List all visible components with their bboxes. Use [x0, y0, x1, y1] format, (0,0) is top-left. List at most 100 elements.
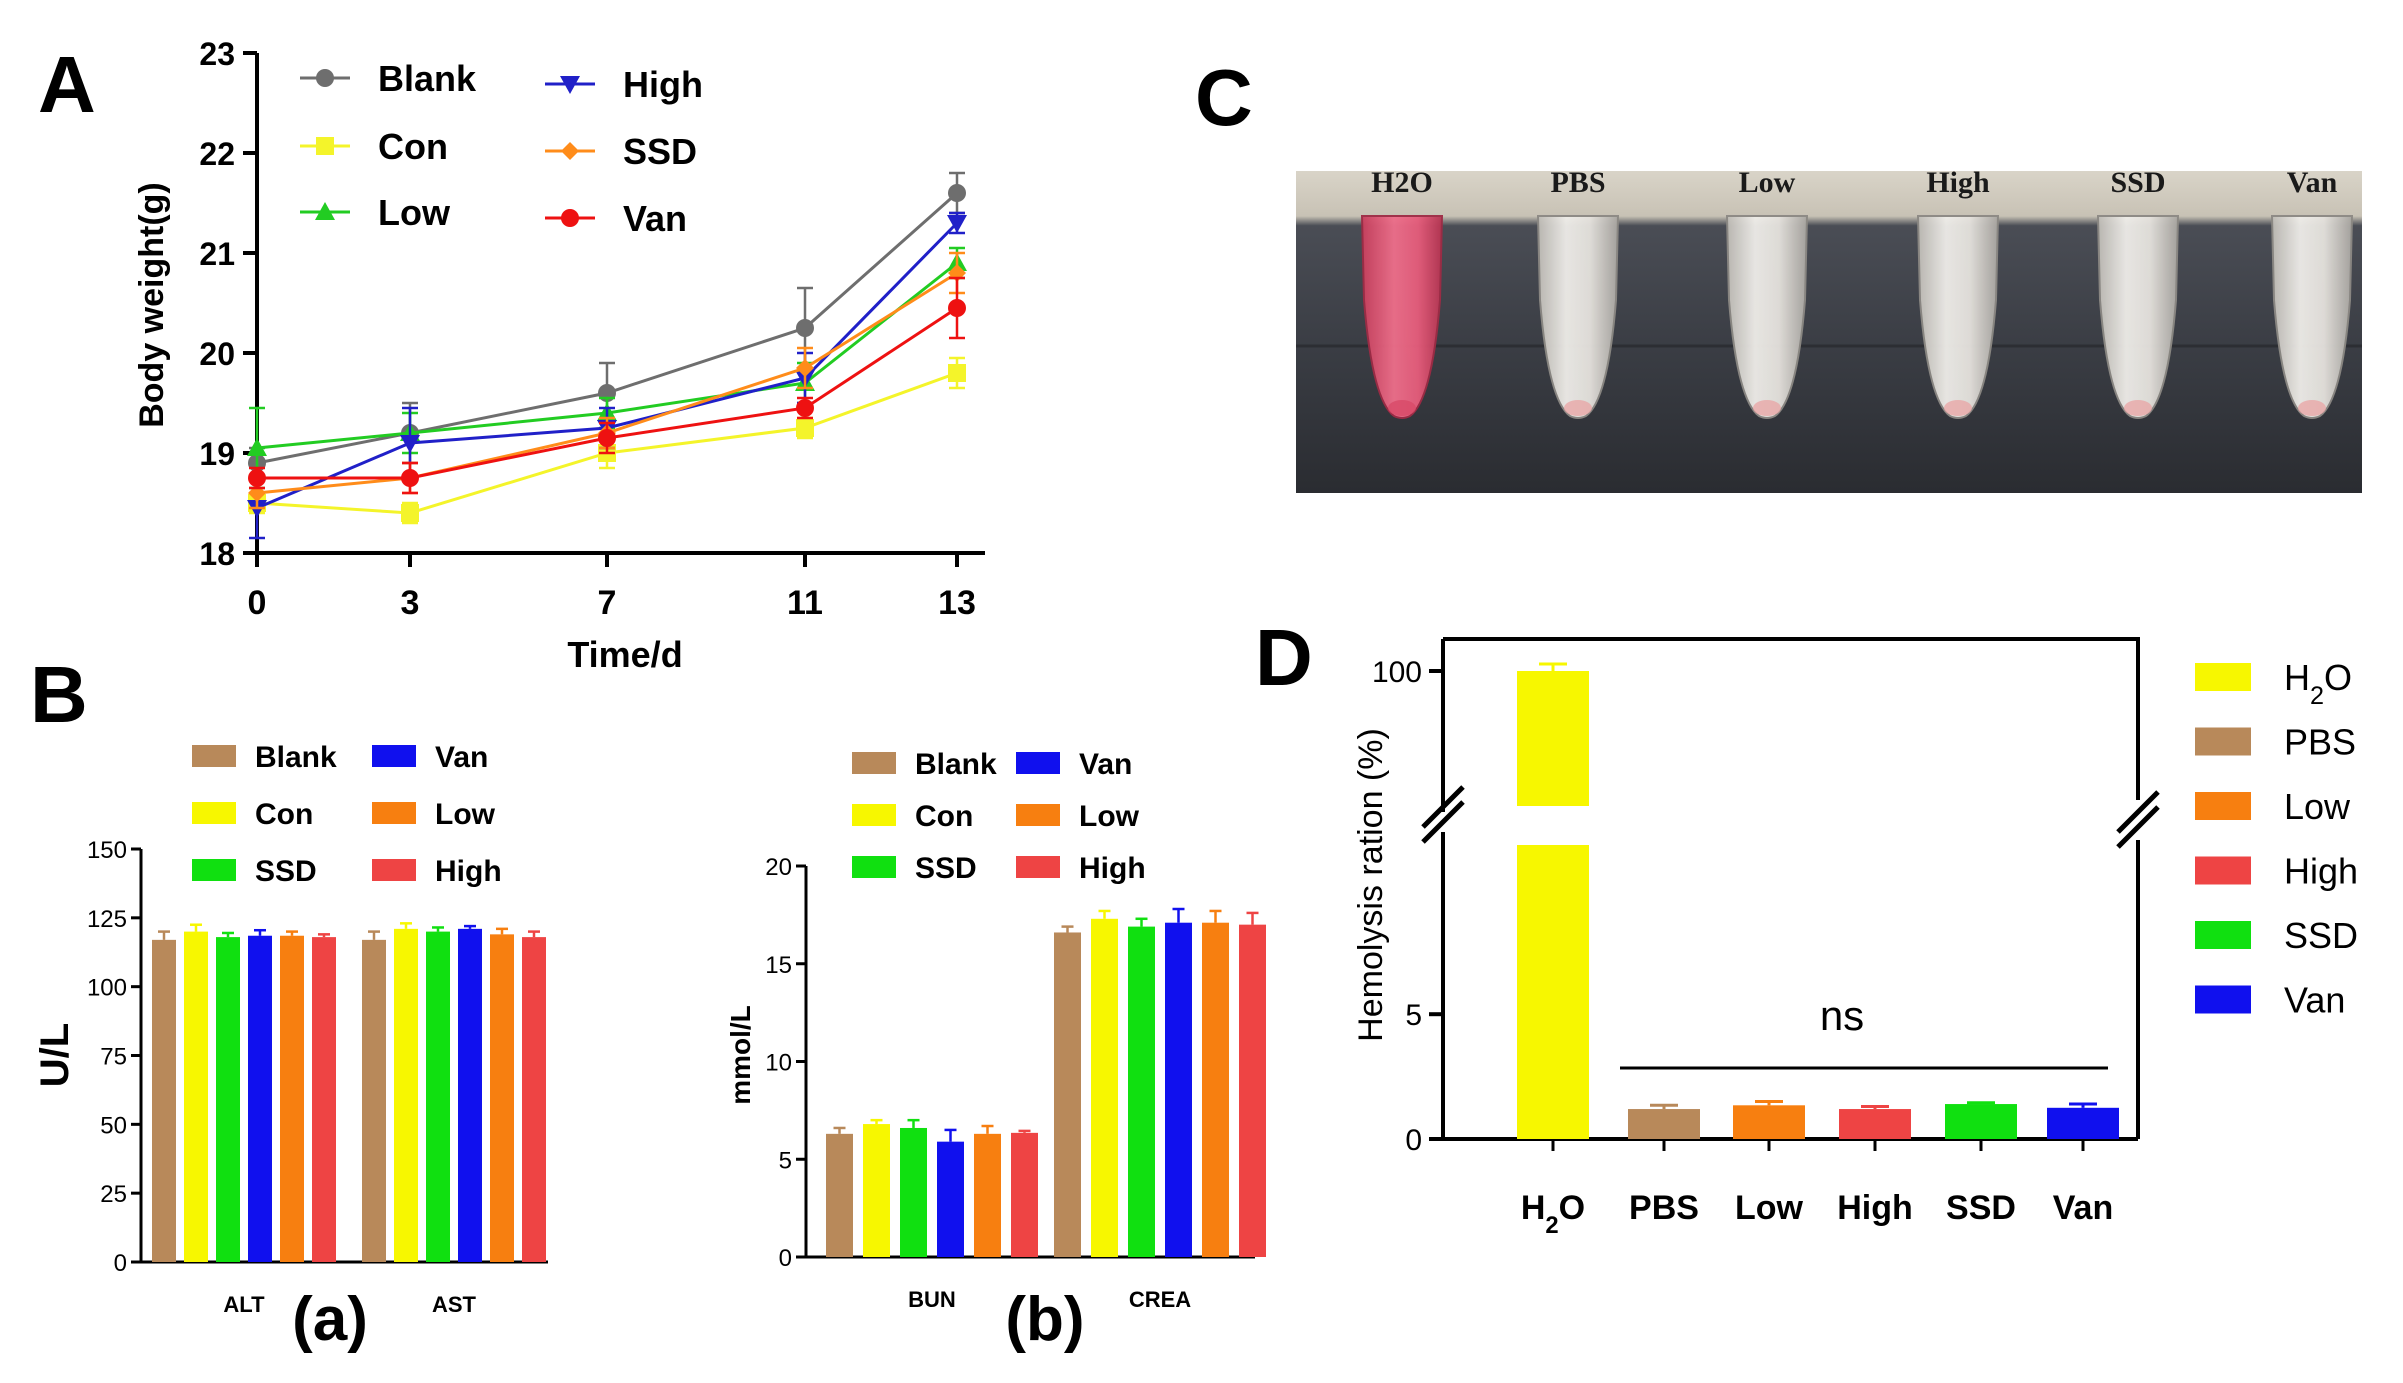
ba-y-tick-label: 75	[100, 1044, 127, 1071]
bb-bar-crea-van	[1165, 922, 1192, 1257]
a-data-point	[948, 184, 966, 202]
a-data-point	[948, 364, 966, 382]
c-tube-body	[2270, 215, 2354, 419]
ba-legend-blank: Blank	[192, 741, 337, 774]
d-legend-pbs: PBS	[2195, 722, 2356, 763]
bb-x-tick-label: CREA	[1129, 1287, 1191, 1312]
a-y-tick-label: 18	[199, 536, 235, 572]
d-legend-van: Van	[2195, 980, 2345, 1021]
a-legend-marker	[316, 69, 334, 87]
d-bar-high	[1839, 1109, 1911, 1139]
ba-bar-alt-low	[280, 935, 304, 1262]
bb-bar-bun-high	[1011, 1132, 1038, 1257]
a-legend-marker	[316, 137, 334, 155]
ba-legend-label: SSD	[255, 855, 317, 888]
d-legend-swatch	[2195, 921, 2251, 949]
bb-legend-swatch	[852, 752, 896, 774]
ba-y-tick-label: 150	[87, 837, 127, 864]
d-bar-pbs	[1628, 1109, 1700, 1139]
panel-a-line-chart: 18 19 20 21 22 23 0 3 7 11 13 Body weight(g) Time…	[133, 36, 985, 675]
ba-legend-van: Van	[372, 741, 488, 774]
a-data-point	[796, 359, 814, 377]
c-tube-pellet	[1388, 400, 1416, 416]
ba-legend-high: High	[372, 855, 502, 888]
ba-y-tick-label: 25	[100, 1181, 127, 1208]
d-bar-ssd	[1945, 1104, 2017, 1139]
bb-y-tick-label: 5	[779, 1147, 792, 1174]
a-y-tick-label: 22	[199, 136, 235, 172]
c-tube-label: H2O	[1371, 166, 1433, 199]
a-legend-label: Van	[623, 198, 687, 239]
c-tube-low: Low	[1725, 166, 1809, 419]
a-legend-low: Low	[300, 192, 451, 233]
bb-legend-van: Van	[1016, 748, 1132, 781]
bb-legend-label: High	[1079, 852, 1146, 885]
d-bar-van	[2047, 1107, 2119, 1139]
ba-bar-alt-high	[312, 937, 336, 1262]
d-legend-high: High	[2195, 851, 2358, 892]
c-tube-body	[1536, 215, 1620, 419]
ba-bar-ast-con	[394, 928, 418, 1262]
ba-legend-label: Con	[255, 798, 313, 831]
a-x-tick-label: 11	[787, 584, 823, 622]
a-data-point	[948, 299, 966, 317]
d-legend-ssd: SSD	[2195, 915, 2358, 956]
ba-y-tick-label: 125	[87, 906, 127, 933]
bb-legend-low: Low	[1016, 800, 1140, 833]
a-legend-marker	[561, 209, 579, 227]
ba-x-tick-label: AST	[432, 1292, 477, 1317]
ba-legend-swatch	[372, 859, 416, 881]
bb-bar-bun-van	[937, 1141, 964, 1257]
d-y-axis-label: Hemolysis ration (%)	[1352, 728, 1390, 1042]
c-tube-pellet	[1564, 400, 1592, 416]
d-bar-h2o-upper	[1517, 671, 1589, 806]
a-legend-label: Con	[378, 126, 448, 167]
d-legend-swatch	[2195, 856, 2251, 885]
ba-legend-swatch	[372, 802, 416, 824]
panel-b-a-bar-chart: U/L (a) 0 25 50 75 100 125 150 ALT AST Blank Van Co…	[33, 741, 548, 1354]
d-x-tick-label: SSD	[1946, 1189, 2016, 1227]
ba-legend-swatch	[192, 802, 236, 824]
a-data-point	[401, 469, 419, 487]
d-legend-label: H2O	[2284, 657, 2352, 710]
ba-bar-alt-ssd	[216, 937, 240, 1262]
bb-bar-bun-blank	[826, 1133, 853, 1257]
ba-y-tick-label: 100	[87, 975, 127, 1002]
d-x-tick-label: Van	[2053, 1189, 2113, 1227]
bb-bar-crea-con	[1091, 918, 1118, 1257]
ba-bar-alt-blank	[152, 939, 176, 1262]
a-y-tick-label: 20	[199, 336, 235, 372]
bb-y-tick-label: 0	[779, 1245, 792, 1272]
d-legend-label: Van	[2284, 980, 2345, 1021]
a-data-point	[248, 469, 266, 487]
a-legend-high: High	[545, 64, 703, 105]
d-y-tick-label: 5	[1405, 999, 1422, 1032]
c-tube-body	[1360, 215, 1444, 419]
c-tube-label: Van	[2287, 166, 2338, 199]
d-axis-break-left-a	[1421, 800, 1465, 844]
bb-legend-swatch	[1016, 804, 1060, 826]
d-ns-annotation: ns	[1820, 992, 1864, 1039]
bb-y-tick-label: 20	[765, 854, 792, 881]
bb-legend-blank: Blank	[852, 748, 997, 781]
a-legend-label: Blank	[378, 58, 477, 99]
d-legend-swatch	[2195, 663, 2251, 691]
c-tube-ssd: SSD	[2096, 166, 2180, 419]
c-tube-pellet	[2298, 400, 2326, 416]
bb-bar-crea-blank	[1054, 932, 1081, 1257]
d-x-tick-label: H2O	[1521, 1189, 1585, 1239]
d-x-tick-label: Low	[1735, 1189, 1804, 1227]
ba-legend-swatch	[372, 745, 416, 767]
panel-label-c: C	[1195, 53, 1253, 142]
a-legend-label: SSD	[623, 131, 697, 172]
bb-legend-label: Low	[1079, 800, 1140, 833]
ba-bar-ast-low	[490, 934, 514, 1262]
a-legend-marker	[315, 202, 335, 220]
a-data-point	[796, 319, 814, 337]
panel-label-a: A	[38, 40, 96, 129]
a-legend-label: Low	[378, 192, 451, 233]
c-tube-body	[1916, 215, 2000, 419]
c-tube-pbs: PBS	[1536, 166, 1620, 419]
a-legend-con: Con	[300, 126, 448, 167]
